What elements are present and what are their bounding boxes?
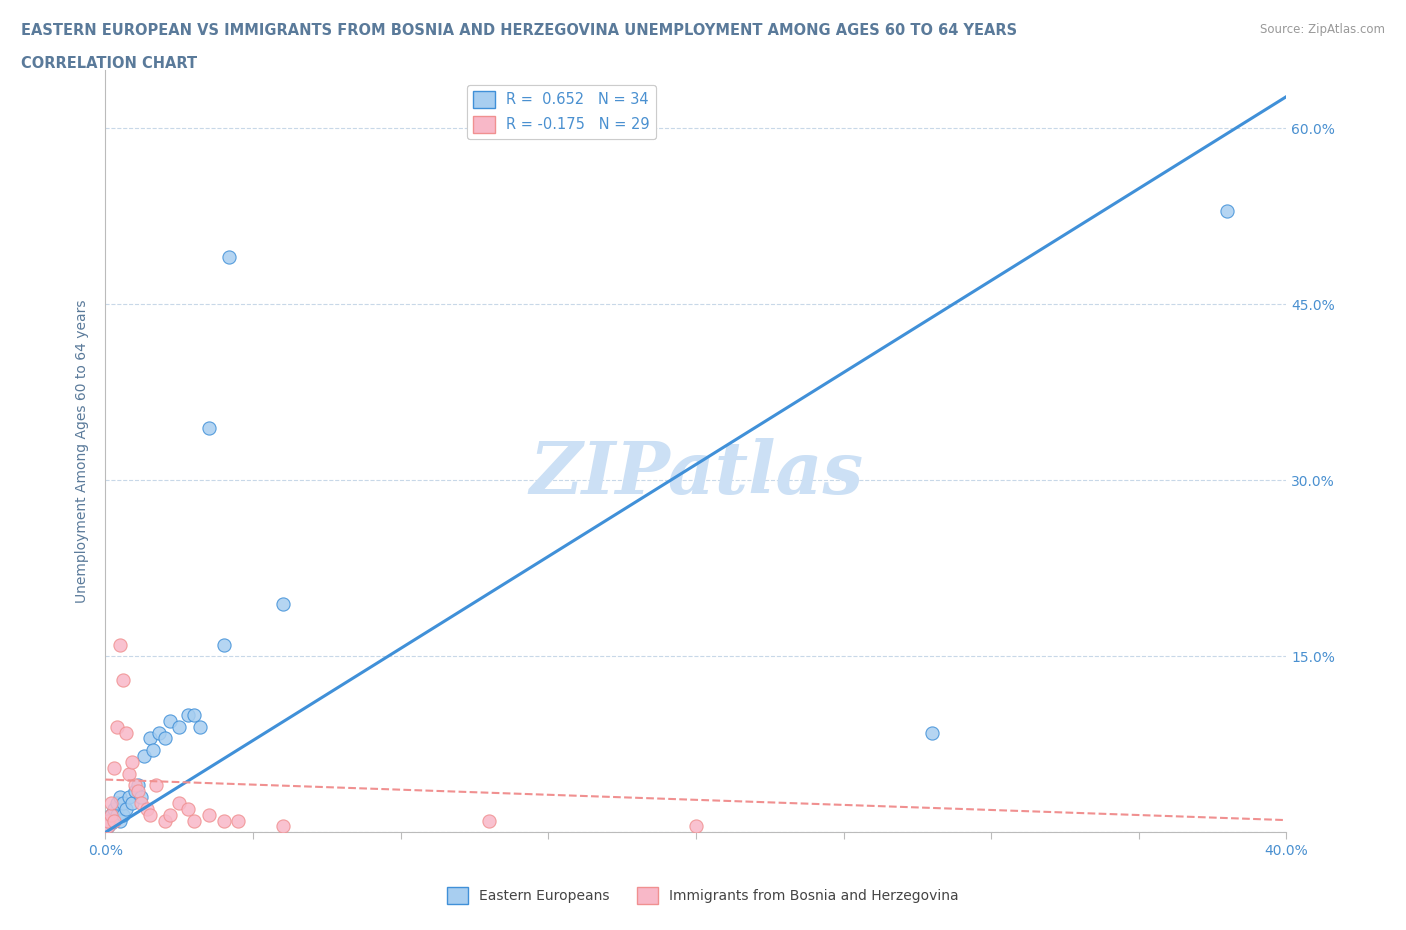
Point [105,807,128,822]
Point [142,743,165,758]
Point [97,813,120,828]
Point [159,807,181,822]
Point [153,731,176,746]
Point [112,807,135,822]
Point [100,795,122,810]
Point [129,790,152,804]
Point [127,784,149,799]
Point [115,725,138,740]
Point [148,725,170,740]
Text: ZIPatlas: ZIPatlas [529,438,863,510]
Point [188,719,211,734]
Point [100,807,122,822]
Text: EASTERN EUROPEAN VS IMMIGRANTS FROM BOSNIA AND HERZEGOVINA UNEMPLOYMENT AMONG AG: EASTERN EUROPEAN VS IMMIGRANTS FROM BOSN… [21,23,1017,38]
Point [105,795,128,810]
Point [100,807,122,822]
Point [226,813,250,828]
Point [169,719,191,734]
Point [169,795,191,810]
Point [110,637,132,652]
Point [271,596,294,611]
Point [197,807,219,822]
Point [115,802,138,817]
Point [127,778,149,793]
Point [212,813,235,828]
Point [145,778,167,793]
Point [153,813,176,828]
Point [118,790,141,804]
Point [218,250,240,265]
Point [103,761,125,776]
Point [135,802,157,817]
Point [121,754,143,769]
Point [197,420,219,435]
Point [177,708,200,723]
Point [138,807,162,822]
Point [138,731,162,746]
Text: Source: ZipAtlas.com: Source: ZipAtlas.com [1260,23,1385,36]
Point [921,725,943,740]
Point [110,813,132,828]
Text: CORRELATION CHART: CORRELATION CHART [21,56,197,71]
Point [177,802,200,817]
Point [685,819,707,834]
Legend: Eastern Europeans, Immigrants from Bosnia and Herzegovina: Eastern Europeans, Immigrants from Bosni… [441,881,965,910]
Point [132,749,155,764]
Point [100,816,122,830]
Point [124,784,146,799]
Point [103,802,125,817]
Point [183,813,205,828]
Point [103,813,125,828]
Point [97,813,120,828]
Point [121,795,143,810]
Point [183,708,205,723]
Point [97,819,120,834]
Y-axis label: Unemployment Among Ages 60 to 64 years: Unemployment Among Ages 60 to 64 years [76,299,90,603]
Point [103,813,125,828]
Point [271,819,294,834]
Point [112,672,135,687]
Point [478,813,501,828]
Point [118,766,141,781]
Legend: R =  0.652   N = 34, R = -0.175   N = 29: R = 0.652 N = 34, R = -0.175 N = 29 [467,85,655,140]
Point [124,778,146,793]
Point [129,795,152,810]
Point [212,637,235,652]
Point [110,790,132,804]
Point [112,795,135,810]
Point [159,713,181,728]
Point [105,719,128,734]
Point [1216,203,1239,218]
Point [97,819,120,834]
